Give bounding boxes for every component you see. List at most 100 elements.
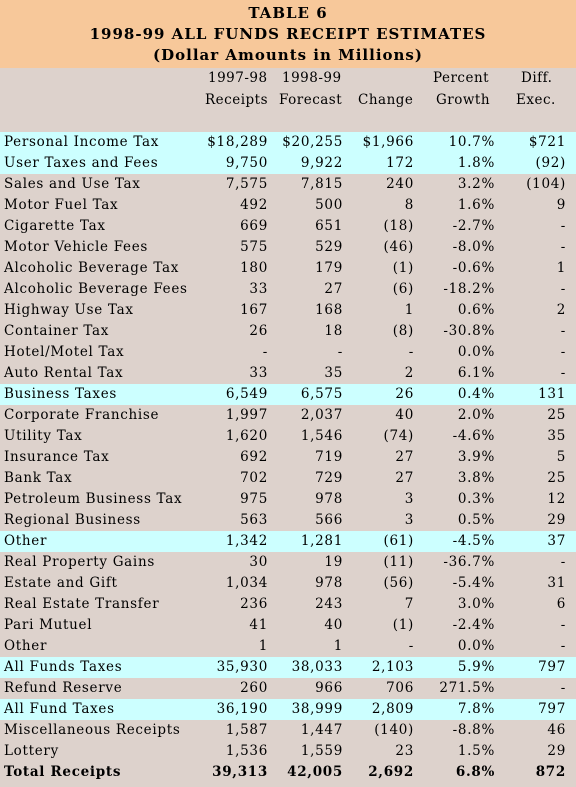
change-cell: 1 — [404, 302, 414, 318]
diff-exec-cell: 12 — [547, 491, 566, 507]
forecast-1998-99-cell: 566 — [315, 512, 343, 528]
forecast-1998-99-cell: 6,575 — [268, 384, 343, 405]
receipts-1997-98-cell: $18,289 — [200, 132, 268, 153]
diff-exec-cell: 9 — [556, 197, 566, 213]
percent-growth-cell: 2.0% — [457, 407, 495, 423]
percent-growth-cell: -8.0% — [452, 239, 495, 255]
forecast-1998-99-cell: $20,255 — [268, 132, 343, 153]
change-cell: 240 — [386, 176, 414, 192]
change-cell: 26 — [343, 384, 414, 405]
change-cell: (1) — [392, 617, 414, 633]
row-label: Bank Tax — [4, 470, 73, 486]
percent-growth-cell: 0.3% — [457, 491, 495, 507]
forecast-1998-99-cell: 27 — [324, 281, 343, 297]
table-row: Utility Tax 1,620 1,546 (74) -4.6% 35 — [0, 426, 576, 447]
row-label: Real Property Gains — [4, 554, 155, 570]
row-label: Hotel/Motel Tax — [4, 344, 125, 360]
receipts-1997-98-cell: 30 — [249, 554, 268, 570]
diff-exec-cell: 6 — [556, 596, 566, 612]
receipts-1997-98-cell: 33 — [249, 281, 268, 297]
receipts-1997-98-cell: 1,997 — [225, 407, 268, 423]
table-row: Cigarette Tax 669 651 (18) -2.7% - — [0, 216, 576, 237]
receipts-1997-98-cell: 669 — [240, 218, 268, 234]
percent-growth-cell: 271.5% — [439, 680, 495, 696]
table-number: TABLE 6 — [248, 4, 328, 22]
row-label: Other — [0, 531, 200, 552]
forecast-1998-99-cell: 1 — [333, 638, 343, 654]
row-label: Petroleum Business Tax — [4, 491, 183, 507]
header-percent: Percent — [433, 70, 490, 86]
row-label: Motor Fuel Tax — [4, 197, 119, 213]
table-row: Other 1 1 - 0.0% - — [0, 636, 576, 657]
table-row: Motor Vehicle Fees 575 529 (46) -8.0% - — [0, 237, 576, 258]
row-label: Miscellaneous Receipts — [4, 722, 181, 738]
table-row: Corporate Franchise 1,997 2,037 40 2.0% 25 — [0, 405, 576, 426]
row-label: Personal Income Tax — [0, 132, 200, 153]
forecast-1998-99-cell: 1,559 — [300, 743, 343, 759]
table-row: Container Tax 26 18 (8) -30.8% - — [0, 321, 576, 342]
percent-growth-cell: 0.0% — [457, 638, 495, 654]
diff-exec-cell: 1 — [556, 260, 566, 276]
receipts-1997-98-cell: 492 — [240, 197, 268, 213]
table-row: Insurance Tax 692 719 27 3.9% 5 — [0, 447, 576, 468]
row-label: All Funds Taxes — [0, 657, 200, 678]
change-cell: (46) — [383, 239, 414, 255]
change-cell: 2,103 — [343, 657, 414, 678]
change-cell: 2,692 — [368, 764, 414, 780]
change-cell: 7 — [404, 596, 414, 612]
percent-growth-cell: -36.7% — [443, 554, 495, 570]
diff-exec-cell: 31 — [547, 575, 566, 591]
row-label: Alcoholic Beverage Fees — [4, 281, 188, 297]
change-cell: 706 — [386, 680, 414, 696]
row-label: Container Tax — [4, 323, 110, 339]
diff-exec-cell: (104) — [526, 176, 566, 192]
forecast-1998-99-cell: 38,033 — [268, 657, 343, 678]
row-label: Corporate Franchise — [4, 407, 160, 423]
forecast-1998-99-cell: 651 — [315, 218, 343, 234]
row-label: Regional Business — [4, 512, 141, 528]
receipts-1997-98-cell: 575 — [240, 239, 268, 255]
forecast-1998-99-cell: 719 — [315, 449, 343, 465]
diff-exec-cell: $721 — [495, 132, 576, 153]
change-cell: (74) — [383, 428, 414, 444]
table-row: Auto Rental Tax 33 35 2 6.1% - — [0, 363, 576, 384]
diff-exec-cell: 37 — [495, 531, 576, 552]
diff-exec-cell: - — [560, 554, 566, 570]
forecast-1998-99-cell: 168 — [315, 302, 343, 318]
header-exec: Exec. — [516, 92, 556, 108]
receipts-1997-98-cell: 41 — [249, 617, 268, 633]
change-cell: (11) — [383, 554, 414, 570]
receipts-1997-98-cell: 1,536 — [225, 743, 268, 759]
diff-exec-cell: - — [560, 365, 566, 381]
table-row: Miscellaneous Receipts 1,587 1,447 (140) -8.… — [0, 720, 576, 741]
change-cell: 27 — [395, 449, 414, 465]
table-row: Alcoholic Beverage Fees 33 27 (6) -18.2% - — [0, 279, 576, 300]
table-subtitle: (Dollar Amounts in Millions) — [153, 46, 423, 64]
diff-exec-cell: - — [560, 617, 566, 633]
row-label: Insurance Tax — [4, 449, 110, 465]
diff-exec-cell: - — [560, 344, 566, 360]
receipt-estimates-table: Personal Income Tax $18,289 $20,255 $1,966 1… — [0, 132, 576, 783]
receipts-1997-98-cell: 1,342 — [200, 531, 268, 552]
row-label: Total Receipts — [4, 764, 122, 780]
percent-growth-cell: 10.7% — [414, 132, 495, 153]
header-receipts: Receipts — [205, 92, 269, 108]
row-label: Cigarette Tax — [4, 218, 106, 234]
receipts-1997-98-cell: 6,549 — [200, 384, 268, 405]
table-row: Bank Tax 702 729 27 3.8% 25 — [0, 468, 576, 489]
diff-exec-cell: 46 — [547, 722, 566, 738]
percent-growth-cell: 5.9% — [414, 657, 495, 678]
percent-growth-cell: 3.0% — [457, 596, 495, 612]
diff-exec-cell: 25 — [547, 407, 566, 423]
row-label: Auto Rental Tax — [4, 365, 124, 381]
change-cell: (140) — [374, 722, 414, 738]
receipts-1997-98-cell: 1,587 — [225, 722, 268, 738]
change-cell: $1,966 — [343, 132, 414, 153]
percent-growth-cell: -4.5% — [414, 531, 495, 552]
forecast-1998-99-cell: 179 — [315, 260, 343, 276]
diff-exec-cell: - — [560, 218, 566, 234]
percent-growth-cell: -4.6% — [452, 428, 495, 444]
percent-growth-cell: -18.2% — [443, 281, 495, 297]
change-cell: 172 — [343, 153, 414, 174]
